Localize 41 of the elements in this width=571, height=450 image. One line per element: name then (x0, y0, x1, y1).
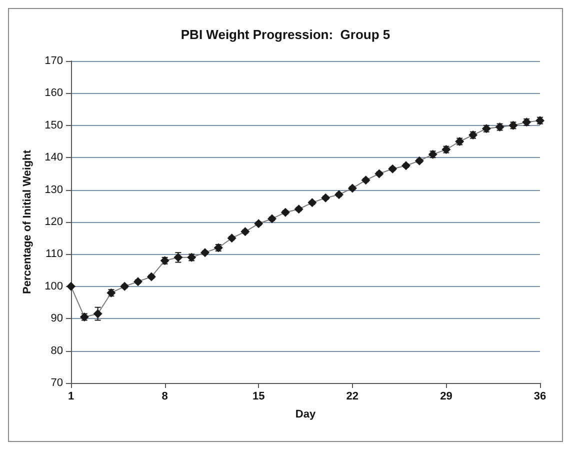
point (374, 169, 384, 178)
y-tick-label: 90 (50, 312, 63, 325)
x-axis-title: Day (295, 408, 316, 420)
point (388, 164, 398, 174)
y-tick-label: 170 (44, 55, 63, 67)
point (294, 204, 304, 214)
y-tick-label: 130 (44, 184, 63, 196)
point (66, 282, 76, 291)
point (240, 227, 250, 236)
x-tick-label: 36 (534, 390, 546, 402)
point (120, 282, 130, 291)
point (308, 198, 317, 208)
y-tick-label: 110 (45, 248, 63, 260)
point (348, 184, 357, 193)
point (402, 161, 410, 170)
point (200, 248, 210, 258)
y-tick-label: 70 (50, 377, 63, 389)
point (93, 309, 102, 318)
x-tick-label: 1 (68, 390, 74, 402)
y-tick-label: 80 (50, 344, 63, 357)
y-axis-title: Percentage of Initial Weight (22, 150, 34, 294)
point (227, 234, 236, 243)
point (334, 190, 344, 200)
point (321, 193, 330, 202)
chart-title: PBI Weight Progression: Group 5 (180, 27, 390, 42)
point (414, 156, 424, 166)
x-tick-label: 22 (346, 390, 359, 402)
x-tick-label: 29 (440, 390, 452, 402)
point (134, 277, 142, 286)
y-tick-label: 120 (44, 216, 63, 228)
y-tick-label: 100 (44, 280, 63, 292)
point (268, 214, 276, 224)
point (254, 219, 264, 228)
x-tick-label: 8 (162, 390, 168, 402)
point (280, 208, 290, 217)
y-tick-label: 150 (44, 119, 63, 132)
point (361, 176, 370, 185)
point (146, 272, 156, 282)
y-tick-label: 160 (44, 87, 63, 100)
y-tick-label: 140 (44, 152, 63, 164)
x-tick-label: 15 (252, 390, 265, 402)
